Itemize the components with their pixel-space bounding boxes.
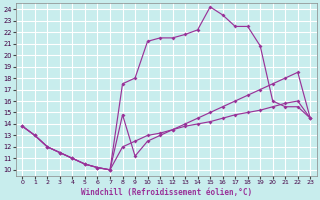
X-axis label: Windchill (Refroidissement éolien,°C): Windchill (Refroidissement éolien,°C) [81,188,252,197]
